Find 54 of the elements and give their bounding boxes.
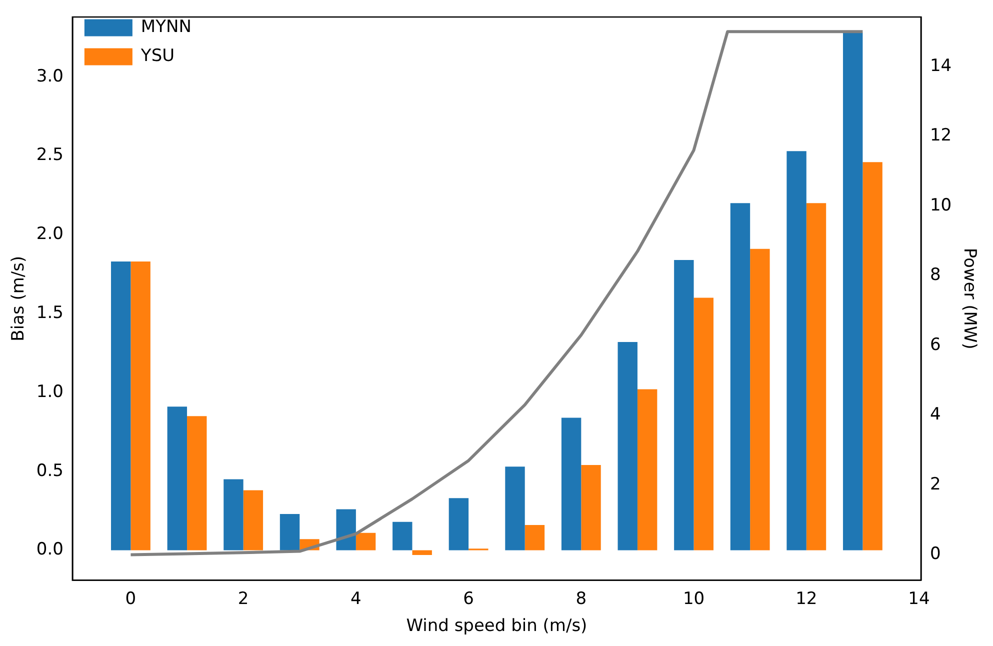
x-tick-label: 14 — [908, 588, 930, 609]
y-tick-label: 0.0 — [36, 540, 64, 560]
bar — [637, 389, 658, 550]
y-tick-label: 1.0 — [36, 382, 64, 402]
y2-tick-label: 10 — [930, 195, 952, 216]
bar — [524, 524, 545, 550]
bar — [730, 203, 750, 550]
bar — [243, 490, 264, 550]
bar — [336, 509, 356, 550]
bar — [786, 151, 806, 550]
bar — [448, 498, 469, 550]
y2-tick-label: 6 — [930, 334, 941, 355]
bar — [694, 298, 714, 550]
y-tick-label: 1.5 — [36, 303, 64, 324]
y-tick-label: 0.5 — [36, 460, 64, 481]
bar — [581, 465, 601, 550]
bar — [618, 342, 638, 550]
x-tick-label: 0 — [125, 588, 136, 609]
bar — [674, 260, 694, 550]
bar — [842, 32, 863, 550]
bar — [280, 514, 300, 550]
y2-axis-title: Power (MW) — [959, 248, 980, 350]
x-tick-label: 8 — [576, 588, 587, 609]
bar — [356, 532, 376, 550]
bar — [412, 550, 432, 555]
bar — [167, 406, 188, 550]
legend-label: YSU — [140, 46, 175, 66]
bar — [806, 203, 826, 550]
bar — [187, 416, 207, 550]
bar — [111, 262, 131, 550]
bar — [561, 418, 582, 550]
x-tick-label: 6 — [463, 588, 474, 609]
y2-tick-label: 8 — [930, 265, 941, 286]
y2-tick-label: 2 — [930, 474, 941, 494]
bar — [862, 162, 882, 550]
bar — [392, 522, 412, 550]
legend-label: MYNN — [140, 17, 192, 38]
y2-tick-label: 4 — [930, 404, 941, 425]
bar — [750, 248, 770, 550]
y-tick-label: 3.0 — [36, 66, 64, 86]
bar — [505, 466, 525, 550]
x-tick-label: 12 — [796, 588, 818, 609]
x-axis-title: Wind speed bin (m/s) — [406, 616, 588, 636]
bar — [224, 479, 244, 550]
y-tick-label: 2.0 — [36, 224, 64, 244]
x-tick-label: 4 — [350, 588, 362, 609]
x-tick-label: 10 — [682, 588, 705, 609]
bar — [130, 262, 150, 550]
y2-tick-label: 0 — [930, 544, 941, 564]
y2-tick-label: 14 — [930, 56, 952, 76]
y2-tick-label: 12 — [930, 126, 952, 146]
x-tick-label: 2 — [238, 588, 249, 609]
y-tick-label: 2.5 — [36, 145, 64, 166]
y-axis-title: Bias (m/s) — [8, 256, 29, 342]
